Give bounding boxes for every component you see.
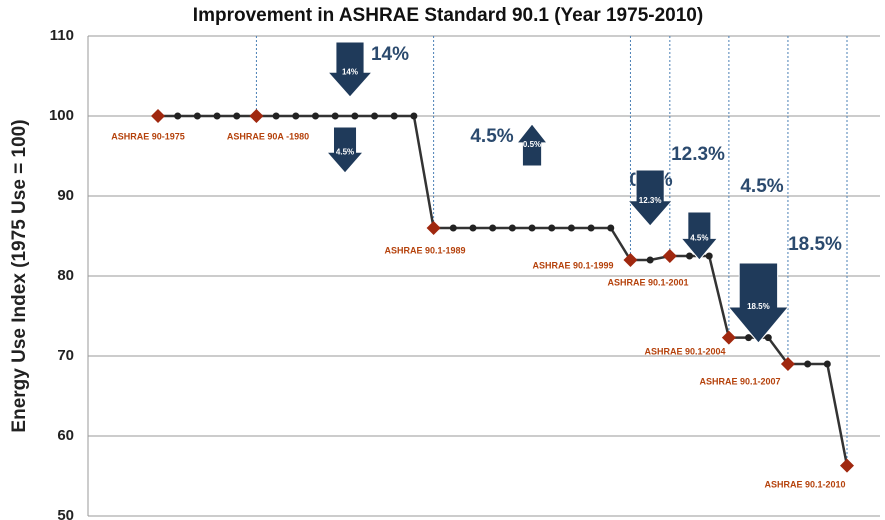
point [587,224,595,232]
point [548,224,556,232]
point [390,112,398,120]
point [804,360,812,368]
point [193,112,201,120]
standard-label: ASHRAE 90.1-2001 [607,277,688,287]
standard-label: ASHRAE 90.1-2007 [699,376,780,386]
point [311,112,319,120]
change-arrow [627,169,674,227]
arrow-inner-label: 4.5% [336,147,354,156]
point [469,224,477,232]
y-tick-label: 70 [57,347,74,364]
point [331,112,339,120]
arrow-inner-label: 0.5% [523,140,541,149]
point [607,224,615,232]
standard-label: ASHRAE 90-1975 [111,131,185,141]
y-tick-label: 50 [57,507,74,520]
point [371,112,379,120]
standard-label: ASHRAE 90A -1980 [227,131,309,141]
change-label: 4.5% [740,176,783,197]
change-arrow [325,126,365,174]
chart-title: Improvement in ASHRAE Standard 90.1 (Yea… [193,5,703,26]
arrow-inner-label: 14% [342,67,358,76]
point [686,252,694,260]
y-tick-label: 90 [57,187,74,204]
standard-label: ASHRAE 90.1-2010 [764,479,845,489]
diamond-marker [662,249,677,263]
change-label: 4.5% [470,126,513,147]
point [233,112,241,120]
y-tick-label: 80 [57,267,74,284]
y-tick-label: 110 [50,27,74,44]
diamond-marker [426,221,441,235]
point [823,360,831,368]
y-axis-label: Energy Use Index (1975 Use = 100) [9,119,30,432]
change-label: 12.3% [671,144,725,165]
point [174,112,182,120]
arrow-inner-label: 12.3% [639,196,662,205]
change-label: 18.5% [788,234,842,255]
change-label: 14% [371,44,409,65]
diamond-marker [780,357,795,371]
standard-label: ASHRAE 90.1-2004 [644,346,725,356]
point [292,112,300,120]
point [213,112,221,120]
point [351,112,359,120]
point [745,334,753,342]
point [646,256,654,264]
change-arrow [515,123,549,167]
point [567,224,575,232]
diamond-marker [151,109,165,123]
point [508,224,516,232]
point [489,224,497,232]
standard-label: ASHRAE 90.1-1999 [532,260,613,270]
arrow-inner-label: 18.5% [747,302,770,311]
diamond-marker [721,330,736,345]
diamond-marker [623,253,638,267]
point [272,112,280,120]
point [449,224,457,232]
change-arrow [680,211,719,261]
point [528,224,536,232]
point [410,112,418,120]
standard-label: ASHRAE 90.1-1989 [384,245,465,255]
arrow-inner-label: 4.5% [690,234,708,243]
diamond-marker [840,458,854,473]
point [764,334,772,342]
diamond-marker [249,109,264,123]
change-arrow [727,262,790,344]
point [705,252,713,260]
change-arrow [326,41,374,98]
y-tick-label: 100 [49,107,74,124]
y-tick-label: 60 [57,427,74,444]
